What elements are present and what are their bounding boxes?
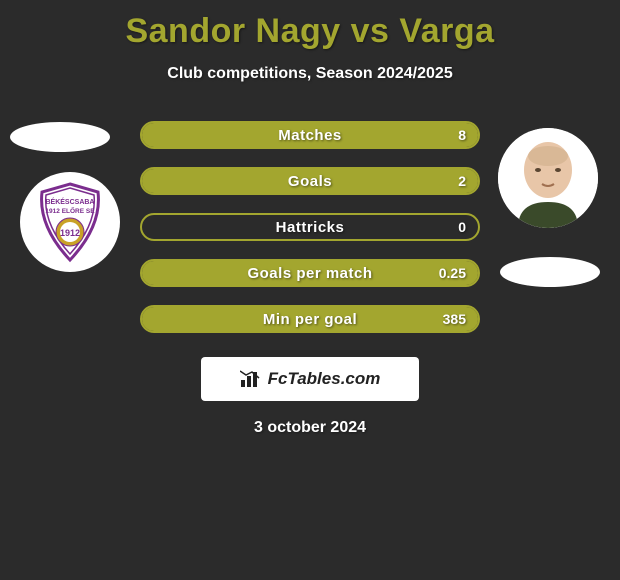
stat-value-right: 0 [458, 219, 466, 235]
stat-row: Min per goal 385 [140, 305, 480, 333]
svg-text:1912: 1912 [60, 228, 80, 238]
attribution-badge[interactable]: FcTables.com [201, 357, 419, 401]
shield-icon: BÉKÉSCSABA 1912 ELŐRE SE 1912 [26, 178, 114, 266]
club-name-text: BÉKÉSCSABA [45, 197, 94, 206]
stat-label: Matches [278, 127, 342, 144]
player-head-icon [498, 128, 598, 228]
stat-value-right: 8 [458, 127, 466, 143]
svg-text:1912 ELŐRE SE: 1912 ELŐRE SE [45, 206, 95, 215]
stat-label: Goals [288, 173, 332, 190]
date-text: 3 october 2024 [0, 419, 620, 437]
stat-label: Min per goal [263, 311, 357, 328]
stat-value-right: 385 [443, 311, 466, 327]
bar-chart-icon [240, 370, 262, 388]
subtitle: Club competitions, Season 2024/2025 [0, 65, 620, 83]
page-title: Sandor Nagy vs Varga [0, 12, 620, 51]
player-left-ellipse [10, 122, 110, 152]
stat-value-right: 0.25 [439, 265, 466, 281]
stat-value-right: 2 [458, 173, 466, 189]
attribution-text: FcTables.com [268, 369, 381, 389]
stat-row: Hattricks 0 [140, 213, 480, 241]
stat-row: Goals per match 0.25 [140, 259, 480, 287]
club-logo-left: BÉKÉSCSABA 1912 ELŐRE SE 1912 [20, 172, 120, 272]
stat-label: Goals per match [247, 265, 372, 282]
stat-label: Hattricks [276, 219, 345, 236]
comparison-card: Sandor Nagy vs Varga Club competitions, … [0, 0, 620, 580]
stat-row: Matches 8 [140, 121, 480, 149]
stat-row: Goals 2 [140, 167, 480, 195]
player-right-avatar [498, 128, 598, 228]
player-right-ellipse [500, 257, 600, 287]
